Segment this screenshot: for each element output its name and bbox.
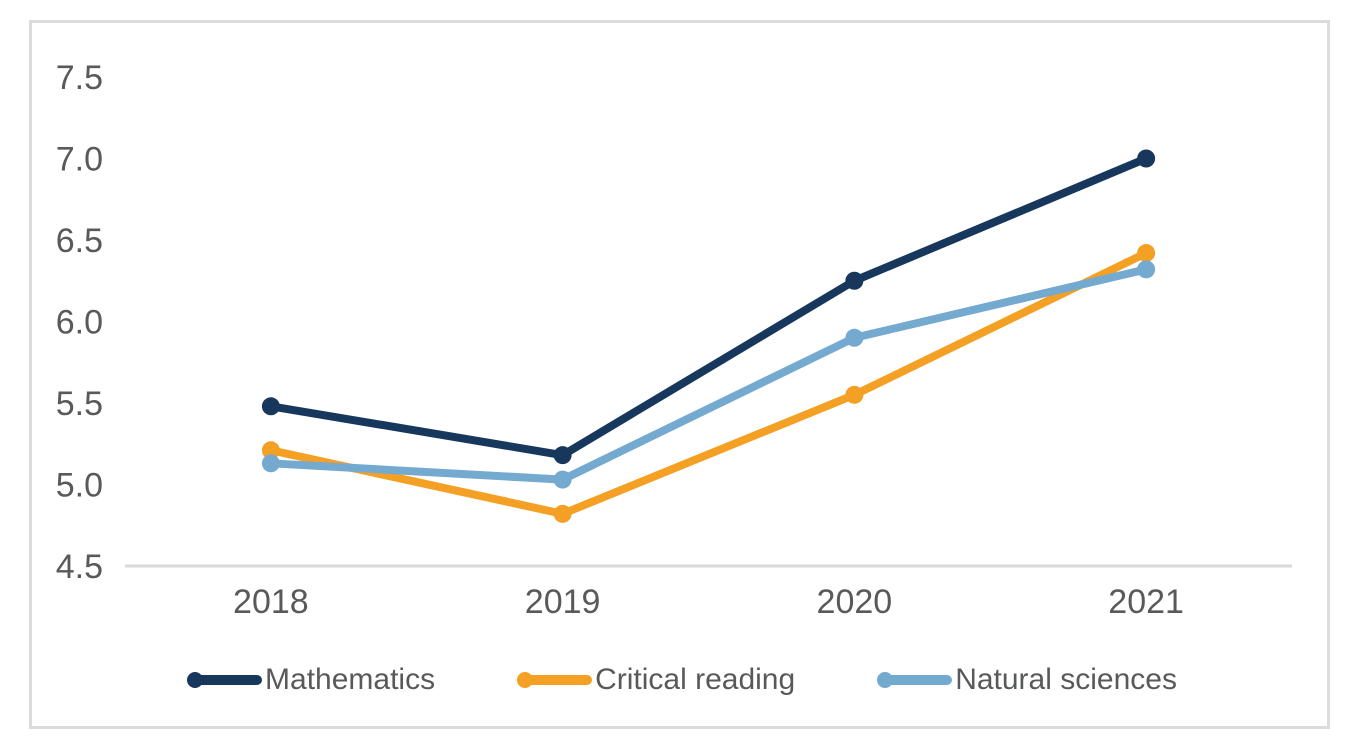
series-line-critical-reading bbox=[266, 249, 1151, 518]
data-point-critical-reading-2019 bbox=[553, 504, 572, 523]
legend-item-critical-reading: Critical reading bbox=[513, 665, 795, 695]
data-point-natural-sciences-2020 bbox=[845, 328, 864, 347]
legend-label: Natural sciences bbox=[955, 663, 1177, 696]
y-axis-tick-label: 4.5 bbox=[56, 548, 103, 586]
data-point-mathematics-2021 bbox=[1137, 149, 1156, 168]
x-axis-tick-label: 2021 bbox=[1108, 583, 1184, 621]
legend-item-mathematics: Mathematics bbox=[183, 665, 435, 695]
y-axis-tick-label: 5.5 bbox=[56, 385, 103, 423]
y-axis-tick-label: 5.0 bbox=[56, 467, 103, 505]
y-axis-tick-label: 7.0 bbox=[56, 141, 103, 179]
data-point-critical-reading-2018 bbox=[261, 441, 280, 460]
data-point-mathematics-2018 bbox=[261, 397, 280, 416]
legend-line-swatch bbox=[517, 672, 593, 688]
y-axis-tick-label: 7.5 bbox=[56, 59, 103, 97]
x-axis-tick-label: 2019 bbox=[525, 583, 601, 621]
series-line-natural-sciences bbox=[266, 265, 1151, 484]
data-point-critical-reading-2021 bbox=[1137, 244, 1156, 263]
chart-legend: Mathematics Critical reading Natural scien… bbox=[0, 660, 1360, 700]
data-point-natural-sciences-2018 bbox=[261, 454, 280, 473]
data-point-natural-sciences-2021 bbox=[1137, 260, 1156, 279]
data-point-critical-reading-2020 bbox=[845, 385, 864, 404]
legend-label: Critical reading bbox=[595, 663, 796, 696]
chart-frame bbox=[29, 20, 1330, 729]
legend-item-natural-sciences: Natural sciences bbox=[873, 665, 1177, 695]
data-point-mathematics-2019 bbox=[553, 446, 572, 465]
legend-line-swatch bbox=[187, 672, 263, 688]
data-point-mathematics-2020 bbox=[845, 271, 864, 290]
series-line-mathematics bbox=[266, 154, 1151, 460]
x-axis-tick-label: 2018 bbox=[233, 583, 309, 621]
legend-line-swatch bbox=[877, 672, 953, 688]
legend-label: Mathematics bbox=[265, 663, 436, 696]
x-axis-tick-label: 2020 bbox=[817, 583, 893, 621]
y-axis-tick-label: 6.0 bbox=[56, 304, 103, 342]
y-axis-tick-label: 6.5 bbox=[56, 222, 103, 260]
data-point-natural-sciences-2019 bbox=[553, 470, 572, 489]
